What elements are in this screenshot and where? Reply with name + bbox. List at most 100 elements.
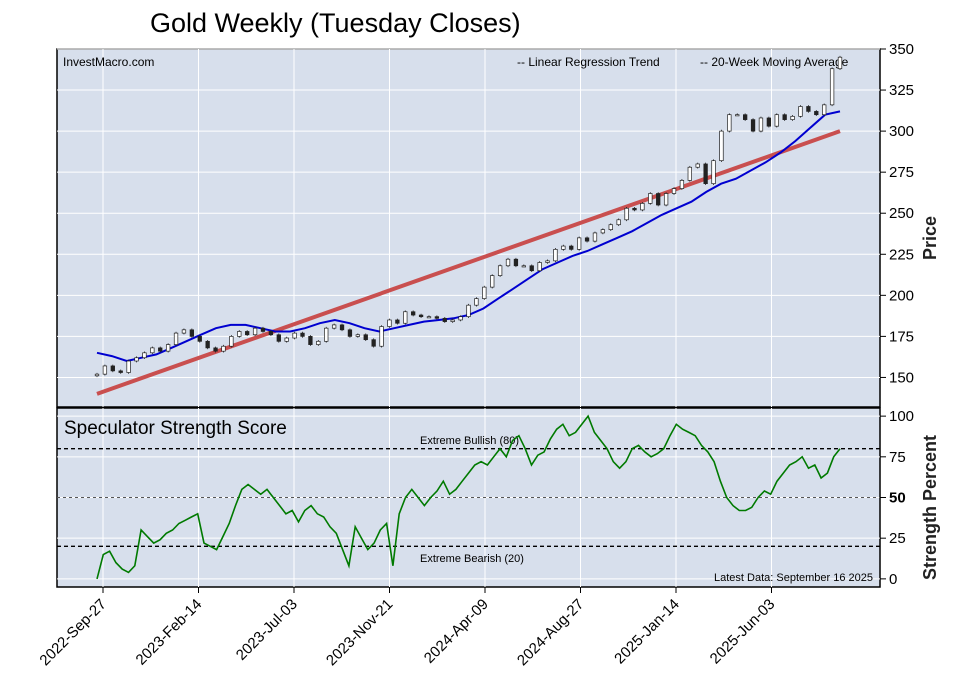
candle-body	[569, 245, 574, 250]
candle-body	[592, 232, 598, 242]
x-tick-label: 2025-Jan-14	[611, 596, 683, 668]
candle-body	[648, 193, 653, 204]
candle-body	[102, 365, 108, 375]
candle-body	[782, 114, 787, 120]
candle-body	[142, 352, 147, 359]
candle-body	[703, 163, 708, 185]
candle-body	[584, 237, 590, 242]
candle-body	[608, 224, 613, 230]
legend-trend: -- Linear Regression Trend	[517, 55, 660, 69]
candle-body	[640, 203, 645, 211]
candle-body	[727, 114, 732, 132]
candle-body	[118, 370, 123, 373]
price-axis-label: Price	[920, 216, 940, 260]
candle-body	[624, 207, 629, 221]
strength-tick-label: 0	[889, 571, 897, 588]
trend-line-layer	[96, 129, 841, 396]
candle-body	[403, 311, 408, 324]
candle-body	[632, 207, 637, 211]
candle-body	[663, 193, 669, 206]
strength-line-layer	[96, 414, 841, 580]
strength-tick-label: 25	[889, 530, 906, 547]
price-panel	[56, 48, 881, 408]
candle-body	[790, 115, 795, 120]
candle-body	[181, 329, 187, 334]
candle-body	[173, 332, 179, 345]
strength-axis-label: Strength Percent	[920, 435, 940, 580]
candle-body	[750, 119, 756, 132]
price-tick-label: 150	[889, 369, 914, 386]
price-tick-label: 275	[889, 164, 914, 181]
extreme-bearish-label: Extreme Bearish (20)	[420, 553, 524, 565]
candle-body	[411, 311, 416, 316]
price-tick-label: 350	[889, 41, 914, 58]
candle-body	[276, 334, 281, 342]
candle-body	[766, 117, 772, 127]
candle-body	[600, 229, 606, 234]
candle-body	[742, 114, 748, 120]
price-tick-label: 250	[889, 205, 914, 222]
extreme-bullish-label: Extreme Bullish (80)	[420, 435, 519, 447]
strength-axis-ticks: 0 25 50 75 100	[880, 408, 914, 588]
candle-body	[395, 319, 400, 324]
candle-body	[213, 347, 218, 352]
candle-body	[426, 316, 432, 319]
candle-body	[292, 332, 297, 339]
candle-body	[458, 316, 463, 321]
candle-body	[434, 316, 440, 319]
candle-body	[577, 237, 582, 250]
candle-body	[711, 160, 716, 185]
linear-regression-trend-line	[96, 129, 841, 396]
candle-body	[687, 166, 692, 181]
candle-body	[189, 329, 195, 337]
price-tick-label: 200	[889, 287, 914, 304]
candle-body	[110, 365, 115, 372]
strength-grid	[57, 408, 880, 587]
candle-body	[671, 188, 677, 194]
speculator-strength-line	[96, 414, 841, 580]
candle-body	[308, 336, 313, 345]
price-grid	[57, 48, 880, 407]
candle-body	[134, 357, 139, 362]
candle-body	[418, 314, 424, 318]
strength-tick-label: 100	[889, 408, 914, 425]
candle-body	[616, 219, 621, 226]
candle-body	[521, 265, 526, 268]
candle-body	[497, 265, 503, 276]
candle-body	[371, 339, 376, 347]
candle-body	[537, 262, 542, 272]
candle-body	[814, 111, 819, 116]
candle-body	[126, 360, 131, 373]
candles-layer	[94, 55, 843, 378]
candle-body	[758, 117, 764, 132]
candle-body	[355, 334, 360, 337]
chart-title: Gold Weekly (Tuesday Closes)	[150, 8, 521, 38]
candle-body	[205, 340, 210, 349]
candle-body	[679, 180, 685, 189]
candle-body	[229, 336, 234, 347]
candle-body	[695, 163, 700, 168]
candle-body	[245, 331, 250, 336]
x-tick-label: 2024-Apr-09	[421, 596, 492, 667]
candle-body	[829, 68, 835, 106]
candle-body	[339, 324, 345, 331]
candle-body	[553, 248, 558, 262]
candle-body	[719, 130, 724, 162]
candle-body	[545, 260, 550, 263]
candle-body	[513, 258, 519, 267]
candle-body	[158, 347, 163, 352]
candle-body	[347, 329, 353, 337]
candle-body	[324, 327, 329, 342]
candle-body	[221, 345, 226, 352]
candle-body	[822, 104, 827, 116]
x-tick-label: 2022-Sep-27	[36, 596, 109, 669]
strength-panel-title: Speculator Strength Score	[64, 418, 287, 439]
x-tick-label: 2023-Jul-03	[233, 596, 301, 664]
price-tick-label: 175	[889, 328, 914, 345]
candle-body	[561, 245, 566, 250]
candle-body	[774, 114, 779, 127]
x-tick-label: 2025-Jun-03	[707, 596, 779, 668]
x-tick-label: 2023-Feb-14	[133, 596, 206, 669]
candle-body	[237, 331, 242, 337]
